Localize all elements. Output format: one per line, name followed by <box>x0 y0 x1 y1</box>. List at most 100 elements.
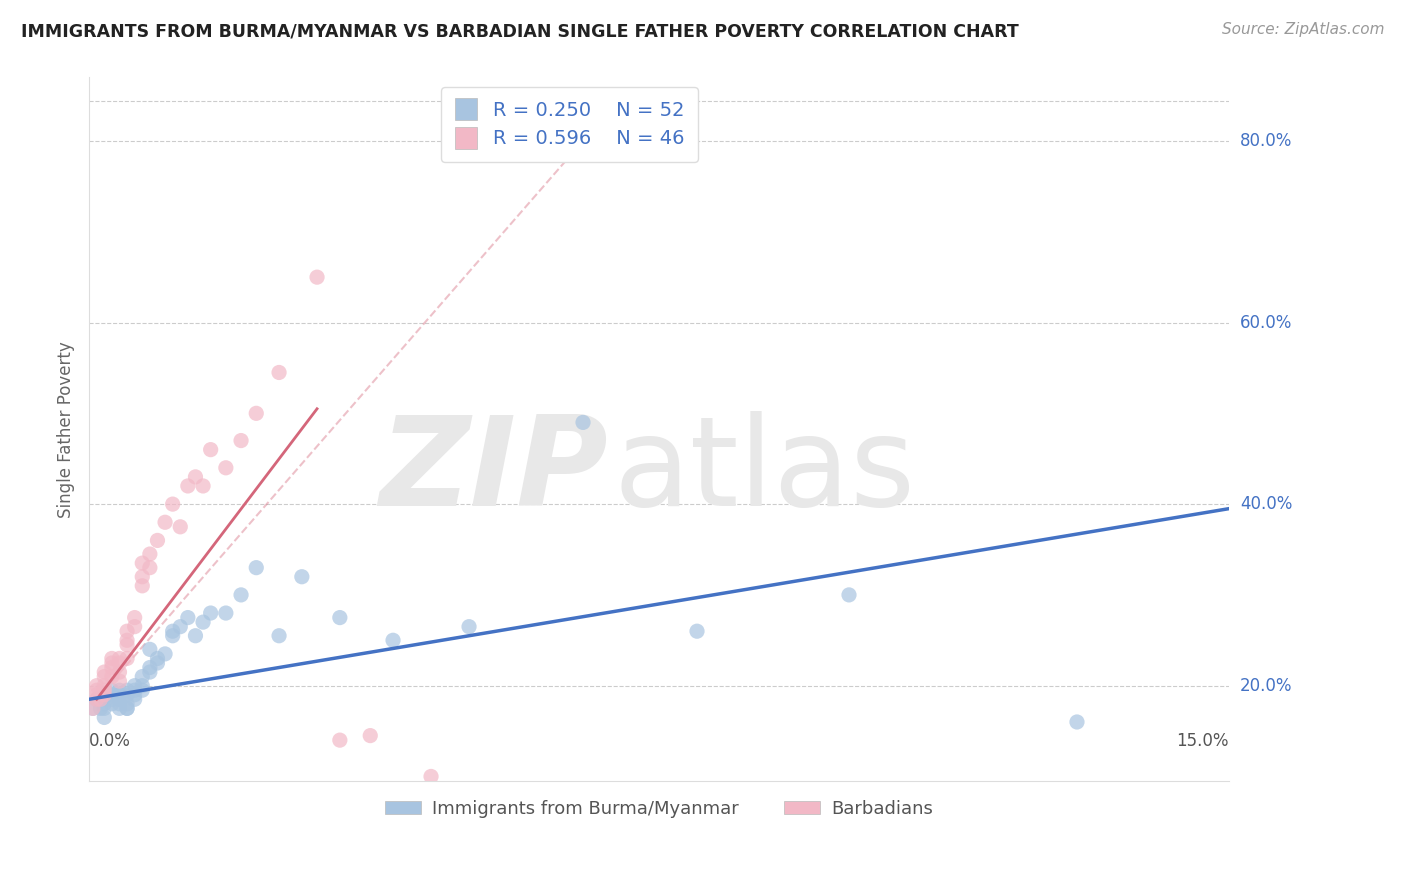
Point <box>86 692 108 706</box>
Point <box>101 656 124 670</box>
Point <box>146 651 169 665</box>
Point <box>93 710 115 724</box>
Point <box>89 701 111 715</box>
Point <box>108 656 131 670</box>
Point <box>108 692 131 706</box>
Text: 40.0%: 40.0% <box>1240 495 1292 513</box>
Point <box>191 615 214 629</box>
Point <box>89 692 111 706</box>
Point <box>359 729 381 743</box>
Point <box>200 442 222 457</box>
Point <box>1066 714 1088 729</box>
Point <box>101 660 124 674</box>
Point <box>169 620 191 634</box>
Point <box>108 683 131 698</box>
Point <box>86 679 108 693</box>
Point <box>108 688 131 702</box>
Point <box>115 697 138 711</box>
Point <box>139 642 162 657</box>
Point <box>101 688 124 702</box>
Point <box>124 679 146 693</box>
Point <box>131 570 153 584</box>
Point <box>838 588 860 602</box>
Point <box>169 520 191 534</box>
Point <box>86 683 108 698</box>
Point <box>108 701 131 715</box>
Point <box>93 665 115 679</box>
Point <box>93 701 115 715</box>
Point <box>162 629 184 643</box>
Point <box>153 647 176 661</box>
Point <box>101 670 124 684</box>
Point <box>82 701 104 715</box>
Point <box>115 624 138 639</box>
Point <box>124 683 146 698</box>
Point <box>115 683 138 698</box>
Point <box>572 416 595 430</box>
Text: 60.0%: 60.0% <box>1240 314 1292 332</box>
Point <box>215 606 238 620</box>
Point <box>101 683 124 698</box>
Legend: Immigrants from Burma/Myanmar, Barbadians: Immigrants from Burma/Myanmar, Barbadian… <box>378 792 941 825</box>
Point <box>108 651 131 665</box>
Text: 80.0%: 80.0% <box>1240 132 1292 150</box>
Point <box>131 683 153 698</box>
Point <box>458 620 481 634</box>
Point <box>115 701 138 715</box>
Text: ZIP: ZIP <box>380 411 607 532</box>
Point <box>267 629 290 643</box>
Point <box>124 620 146 634</box>
Point <box>139 665 162 679</box>
Text: IMMIGRANTS FROM BURMA/MYANMAR VS BARBADIAN SINGLE FATHER POVERTY CORRELATION CHA: IMMIGRANTS FROM BURMA/MYANMAR VS BARBADI… <box>21 22 1019 40</box>
Point <box>245 560 267 574</box>
Point <box>124 688 146 702</box>
Point <box>162 624 184 639</box>
Point <box>115 651 138 665</box>
Text: 0.0%: 0.0% <box>89 731 131 750</box>
Point <box>131 556 153 570</box>
Point <box>93 697 115 711</box>
Point <box>229 434 252 448</box>
Point <box>177 479 200 493</box>
Point <box>101 651 124 665</box>
Point <box>686 624 709 639</box>
Point <box>115 638 138 652</box>
Point <box>93 679 115 693</box>
Text: 15.0%: 15.0% <box>1177 731 1229 750</box>
Point <box>215 460 238 475</box>
Point <box>162 497 184 511</box>
Point <box>115 633 138 648</box>
Point <box>153 516 176 530</box>
Point <box>329 733 352 747</box>
Point <box>291 570 314 584</box>
Point <box>131 579 153 593</box>
Point <box>131 679 153 693</box>
Y-axis label: Single Father Poverty: Single Father Poverty <box>58 341 75 517</box>
Point <box>229 588 252 602</box>
Point <box>115 701 138 715</box>
Point <box>146 533 169 548</box>
Point <box>305 270 328 285</box>
Point <box>139 547 162 561</box>
Text: atlas: atlas <box>613 411 915 532</box>
Point <box>245 406 267 420</box>
Point <box>267 366 290 380</box>
Point <box>108 665 131 679</box>
Point <box>382 633 405 648</box>
Point <box>93 683 115 698</box>
Point <box>101 692 124 706</box>
Point <box>115 688 138 702</box>
Point <box>329 610 352 624</box>
Point <box>131 670 153 684</box>
Point <box>93 670 115 684</box>
Point <box>93 688 115 702</box>
Point <box>184 470 207 484</box>
Point <box>108 697 131 711</box>
Point <box>200 606 222 620</box>
Point <box>108 674 131 689</box>
Point <box>191 479 214 493</box>
Point <box>420 769 443 783</box>
Point <box>124 692 146 706</box>
Point <box>86 692 108 706</box>
Point <box>146 656 169 670</box>
